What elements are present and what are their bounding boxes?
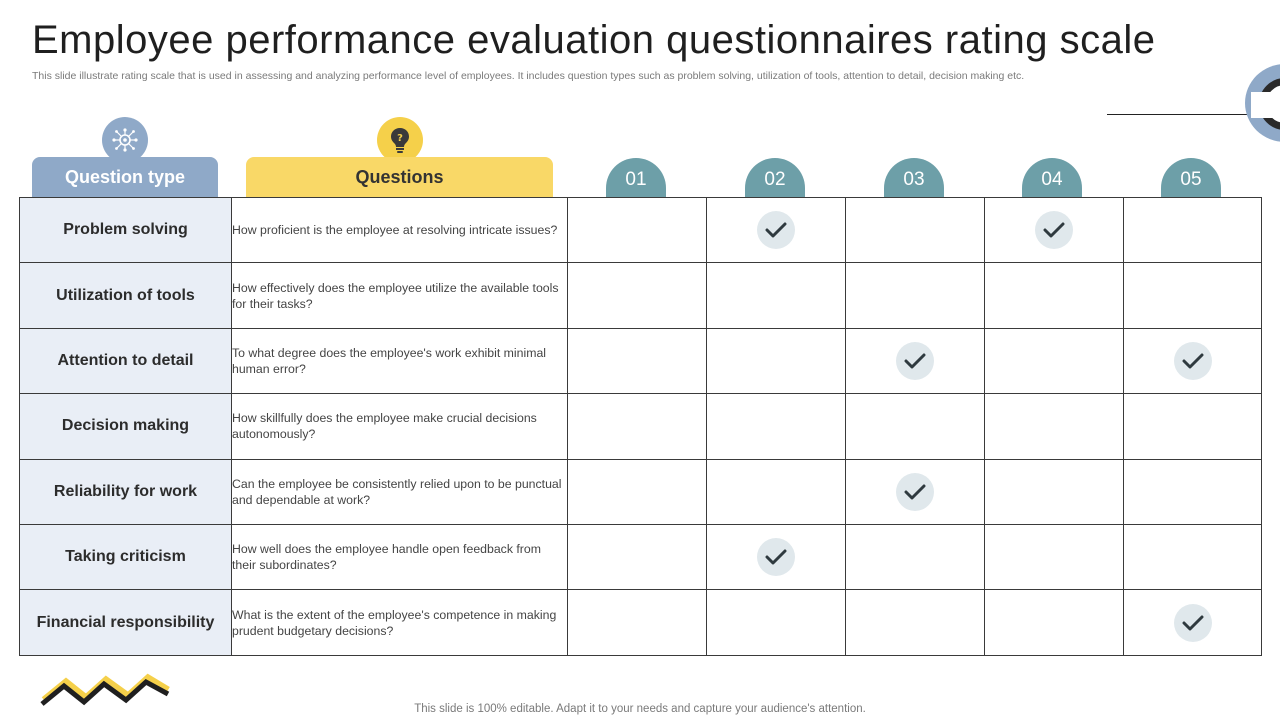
rating-cell-01[interactable] [568, 263, 707, 328]
decorative-ring [1245, 64, 1280, 142]
page-subtitle: This slide illustrate rating scale that … [32, 70, 1192, 82]
checkmark-icon [1174, 342, 1212, 380]
rating-cell-03[interactable] [846, 394, 985, 459]
rating-cell-01[interactable] [568, 524, 707, 589]
question-type-cell: Decision making [20, 394, 232, 459]
table-row: Decision making How skillfully does the e… [20, 394, 1262, 459]
scale-header-01: 01 [606, 158, 666, 198]
checkmark-icon [1035, 211, 1073, 249]
page-title: Employee performance evaluation question… [32, 18, 1155, 63]
question-cell: How proficient is the employee at resolv… [232, 198, 568, 263]
footer-note: This slide is 100% editable. Adapt it to… [0, 703, 1280, 715]
rating-cell-02[interactable] [707, 198, 846, 263]
rating-cell-04[interactable] [985, 459, 1124, 524]
rating-cell-04[interactable] [985, 328, 1124, 393]
rating-cell-02[interactable] [707, 263, 846, 328]
rating-cell-04[interactable] [985, 198, 1124, 263]
rating-cell-05[interactable] [1124, 263, 1262, 328]
rating-cell-05[interactable] [1124, 328, 1262, 393]
rating-cell-01[interactable] [568, 590, 707, 655]
scale-header-04: 04 [1022, 158, 1082, 198]
question-cell: Can the employee be consistently relied … [232, 459, 568, 524]
rating-cell-04[interactable] [985, 394, 1124, 459]
svg-text:?: ? [397, 133, 403, 144]
table-row: Taking criticism How well does the employ… [20, 524, 1262, 589]
table-row: Utilization of tools How effectively does… [20, 263, 1262, 328]
question-cell: How well does the employee handle open f… [232, 524, 568, 589]
rating-cell-03[interactable] [846, 459, 985, 524]
rating-cell-02[interactable] [707, 524, 846, 589]
rating-cell-02[interactable] [707, 328, 846, 393]
question-type-cell: Utilization of tools [20, 263, 232, 328]
column-header-question-type: Question type [32, 157, 218, 197]
question-cell: How skillfully does the employee make cr… [232, 394, 568, 459]
rating-cell-02[interactable] [707, 459, 846, 524]
question-type-cell: Financial responsibility [20, 590, 232, 655]
rating-cell-04[interactable] [985, 524, 1124, 589]
scale-header-02: 02 [745, 158, 805, 198]
rating-cell-01[interactable] [568, 394, 707, 459]
rating-cell-05[interactable] [1124, 459, 1262, 524]
rating-cell-03[interactable] [846, 263, 985, 328]
question-cell: How effectively does the employee utiliz… [232, 263, 568, 328]
checkmark-icon [896, 342, 934, 380]
rating-cell-05[interactable] [1124, 590, 1262, 655]
column-header-questions: Questions [246, 157, 553, 197]
checkmark-icon [757, 211, 795, 249]
scale-header-03: 03 [884, 158, 944, 198]
question-type-cell: Taking criticism [20, 524, 232, 589]
rating-cell-04[interactable] [985, 263, 1124, 328]
rating-cell-04[interactable] [985, 590, 1124, 655]
question-type-cell: Reliability for work [20, 459, 232, 524]
rating-cell-02[interactable] [707, 394, 846, 459]
rating-cell-01[interactable] [568, 459, 707, 524]
question-type-cell: Attention to detail [20, 328, 232, 393]
rating-cell-05[interactable] [1124, 524, 1262, 589]
question-cell: To what degree does the employee's work … [232, 328, 568, 393]
table-row: Problem solving How proficient is the emp… [20, 198, 1262, 263]
rating-cell-05[interactable] [1124, 394, 1262, 459]
question-type-cell: Problem solving [20, 198, 232, 263]
table-row: Reliability for work Can the employee be … [20, 459, 1262, 524]
checkmark-icon [1174, 604, 1212, 642]
table-row: Attention to detail To what degree does t… [20, 328, 1262, 393]
rating-cell-05[interactable] [1124, 198, 1262, 263]
question-cell: What is the extent of the employee's com… [232, 590, 568, 655]
rating-cell-01[interactable] [568, 328, 707, 393]
rating-table: Problem solving How proficient is the emp… [19, 197, 1262, 656]
scale-header-05: 05 [1161, 158, 1221, 198]
rating-cell-03[interactable] [846, 524, 985, 589]
rating-cell-03[interactable] [846, 198, 985, 263]
checkmark-icon [757, 538, 795, 576]
decorative-zigzag [40, 672, 172, 706]
rating-cell-01[interactable] [568, 198, 707, 263]
rating-cell-03[interactable] [846, 328, 985, 393]
checkmark-icon [896, 473, 934, 511]
rating-cell-03[interactable] [846, 590, 985, 655]
rating-cell-02[interactable] [707, 590, 846, 655]
table-row: Financial responsibility What is the exte… [20, 590, 1262, 655]
